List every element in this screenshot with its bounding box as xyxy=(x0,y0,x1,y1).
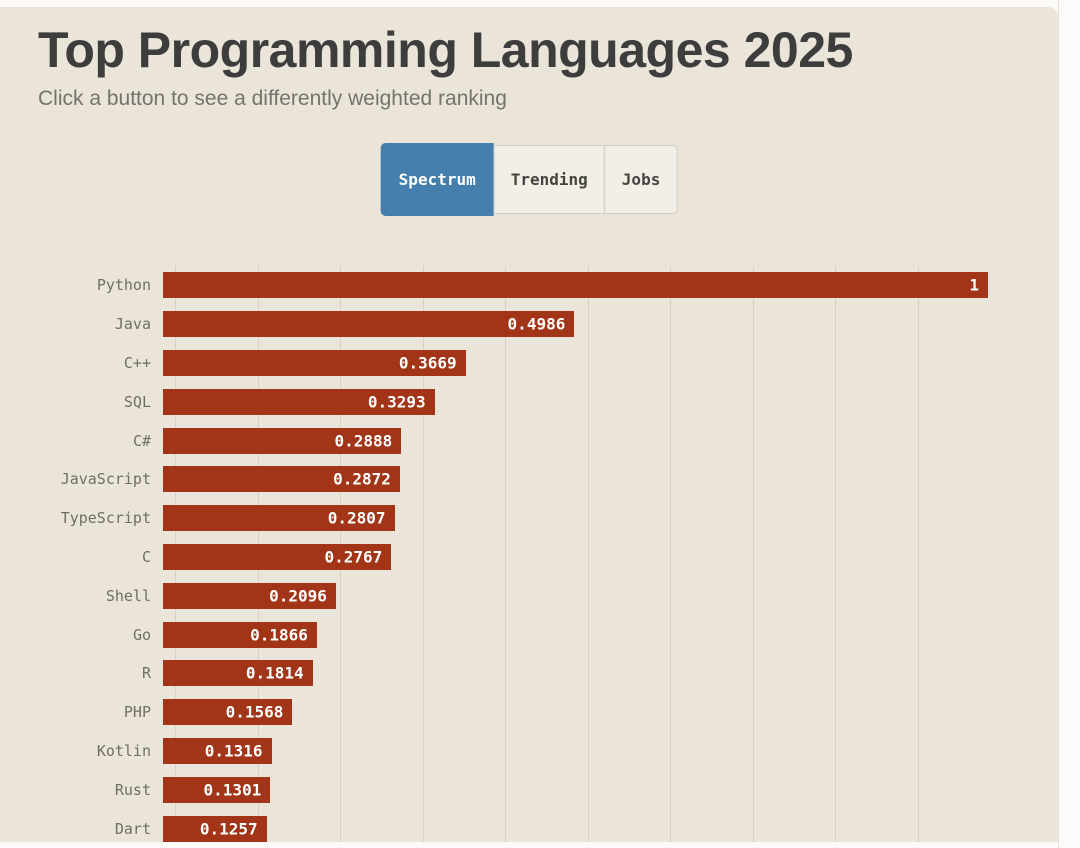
chart-row: Rust 0.1301 xyxy=(0,770,1000,809)
bar-value: 0.3293 xyxy=(367,392,426,412)
bar[interactable]: 0.2807 xyxy=(163,505,395,532)
button-trending[interactable]: Trending xyxy=(493,145,605,214)
bar-value: 0.1257 xyxy=(199,819,258,839)
bar[interactable]: 0.2096 xyxy=(163,582,336,609)
bar-value: 0.2807 xyxy=(327,508,386,528)
bar-value: 0.1866 xyxy=(250,625,308,645)
chart-row: Shell 0.2096 xyxy=(0,576,1000,615)
page-subtitle: Click a button to see a differently weig… xyxy=(38,87,507,110)
bar[interactable]: 0.1866 xyxy=(163,621,317,648)
bar-track: 0.2096 xyxy=(163,582,988,609)
bar[interactable]: 0.1301 xyxy=(163,776,271,803)
gridline xyxy=(917,266,919,842)
bar[interactable]: 0.1568 xyxy=(163,699,293,726)
chart-row: SQL 0.3293 xyxy=(0,382,1000,421)
chart-row: Dart 0.1257 xyxy=(0,809,1000,842)
bar-value: 0.3669 xyxy=(398,353,457,373)
chart-row: C 0.2767 xyxy=(0,538,1000,577)
bar-label: Dart xyxy=(114,819,151,838)
bar-label: C# xyxy=(132,431,151,450)
chart-row: Java 0.4986 xyxy=(0,305,1000,344)
bar-label: TypeScript xyxy=(60,509,151,528)
chart-row: PHP 0.1568 xyxy=(0,693,1000,732)
bar-value: 0.2888 xyxy=(334,431,393,451)
bar-track: 0.1568 xyxy=(163,699,988,726)
bar[interactable]: 0.2872 xyxy=(163,466,400,493)
chart-row: Go 0.1866 xyxy=(0,615,1000,654)
bar-track: 0.4986 xyxy=(163,311,988,338)
bar[interactable]: 0.4986 xyxy=(163,311,575,338)
chart-row: Kotlin 0.1316 xyxy=(0,732,1000,771)
gridline xyxy=(587,266,589,842)
bar-value: 0.1316 xyxy=(204,741,263,761)
bar-value: 0.2872 xyxy=(333,469,391,489)
chart-row: C# 0.2888 xyxy=(0,421,1000,460)
scrollbar[interactable] xyxy=(1058,0,1080,848)
bar[interactable]: 0.2888 xyxy=(163,427,402,454)
bar-track: 0.2767 xyxy=(163,543,988,570)
bar-track: 0.3293 xyxy=(163,388,988,415)
button-spectrum[interactable]: Spectrum xyxy=(380,143,494,216)
gridline xyxy=(505,266,506,842)
bar[interactable]: 0.1257 xyxy=(163,815,267,842)
bar-value: 0.2096 xyxy=(269,586,327,606)
bar-label: Rust xyxy=(114,780,151,799)
bar-label: Kotlin xyxy=(96,741,151,760)
bar-track: 0.2807 xyxy=(163,505,988,532)
bar-label: SQL xyxy=(123,392,151,411)
bar-track: 0.2888 xyxy=(163,427,988,454)
bar-value: 0.1301 xyxy=(203,780,262,800)
bar-label: PHP xyxy=(123,703,151,722)
chart-row: R 0.1814 xyxy=(0,654,1000,693)
bar-track: 0.1866 xyxy=(163,621,988,648)
bar-track: 0.1257 xyxy=(163,815,988,842)
bar[interactable]: 0.3669 xyxy=(163,349,466,376)
bar-label: C++ xyxy=(123,353,151,372)
bar-label: R xyxy=(141,664,151,683)
bar-value: 0.1568 xyxy=(225,702,284,722)
bar-label: Shell xyxy=(105,586,151,605)
page-title: Top Programming Languages 2025 xyxy=(38,22,853,78)
bar-track: 0.1316 xyxy=(163,737,988,764)
gridline xyxy=(670,266,671,842)
bar-track: 0.1301 xyxy=(163,776,988,803)
chart-row: JavaScript 0.2872 xyxy=(0,460,1000,499)
chart-row: Python 1 xyxy=(0,266,1000,305)
gridline xyxy=(422,266,424,842)
bar-track: 0.3669 xyxy=(163,349,988,376)
bar[interactable]: 1 xyxy=(163,272,988,299)
bar-chart: Python 1 Java 0.4986 C++ 0.3669 SQL 0.3293 C# 0.2… xyxy=(0,266,1000,842)
chart-panel: Top Programming Languages 2025 Click a b… xyxy=(0,7,1058,842)
bar-track: 0.1814 xyxy=(163,660,988,687)
bar-label: C xyxy=(141,547,151,566)
chart-rows: Python 1 Java 0.4986 C++ 0.3669 SQL 0.3293 C# 0.2… xyxy=(0,266,1000,842)
bar-value: 0.2767 xyxy=(324,547,383,567)
bar[interactable]: 0.1316 xyxy=(163,737,272,764)
bar[interactable]: 0.1814 xyxy=(163,660,313,687)
bar[interactable]: 0.2767 xyxy=(163,543,392,570)
bar-label: JavaScript xyxy=(60,470,151,489)
bar-label: Go xyxy=(132,625,151,644)
gridline xyxy=(752,266,754,842)
chart-row: C++ 0.3669 xyxy=(0,344,1000,383)
bar-value: 1 xyxy=(969,275,979,295)
bar-track: 0.2872 xyxy=(163,466,988,493)
bar-track: 1 xyxy=(163,272,988,299)
gridline xyxy=(835,266,836,842)
bar-value: 0.1814 xyxy=(245,663,304,683)
bar-value: 0.4986 xyxy=(507,314,566,334)
button-jobs[interactable]: Jobs xyxy=(604,145,678,214)
bar-label: Java xyxy=(114,315,151,334)
chart-row: TypeScript 0.2807 xyxy=(0,499,1000,538)
bar-label: Python xyxy=(96,276,151,295)
bar[interactable]: 0.3293 xyxy=(163,388,435,415)
weighting-button-group: Spectrum Trending Jobs xyxy=(380,143,678,216)
